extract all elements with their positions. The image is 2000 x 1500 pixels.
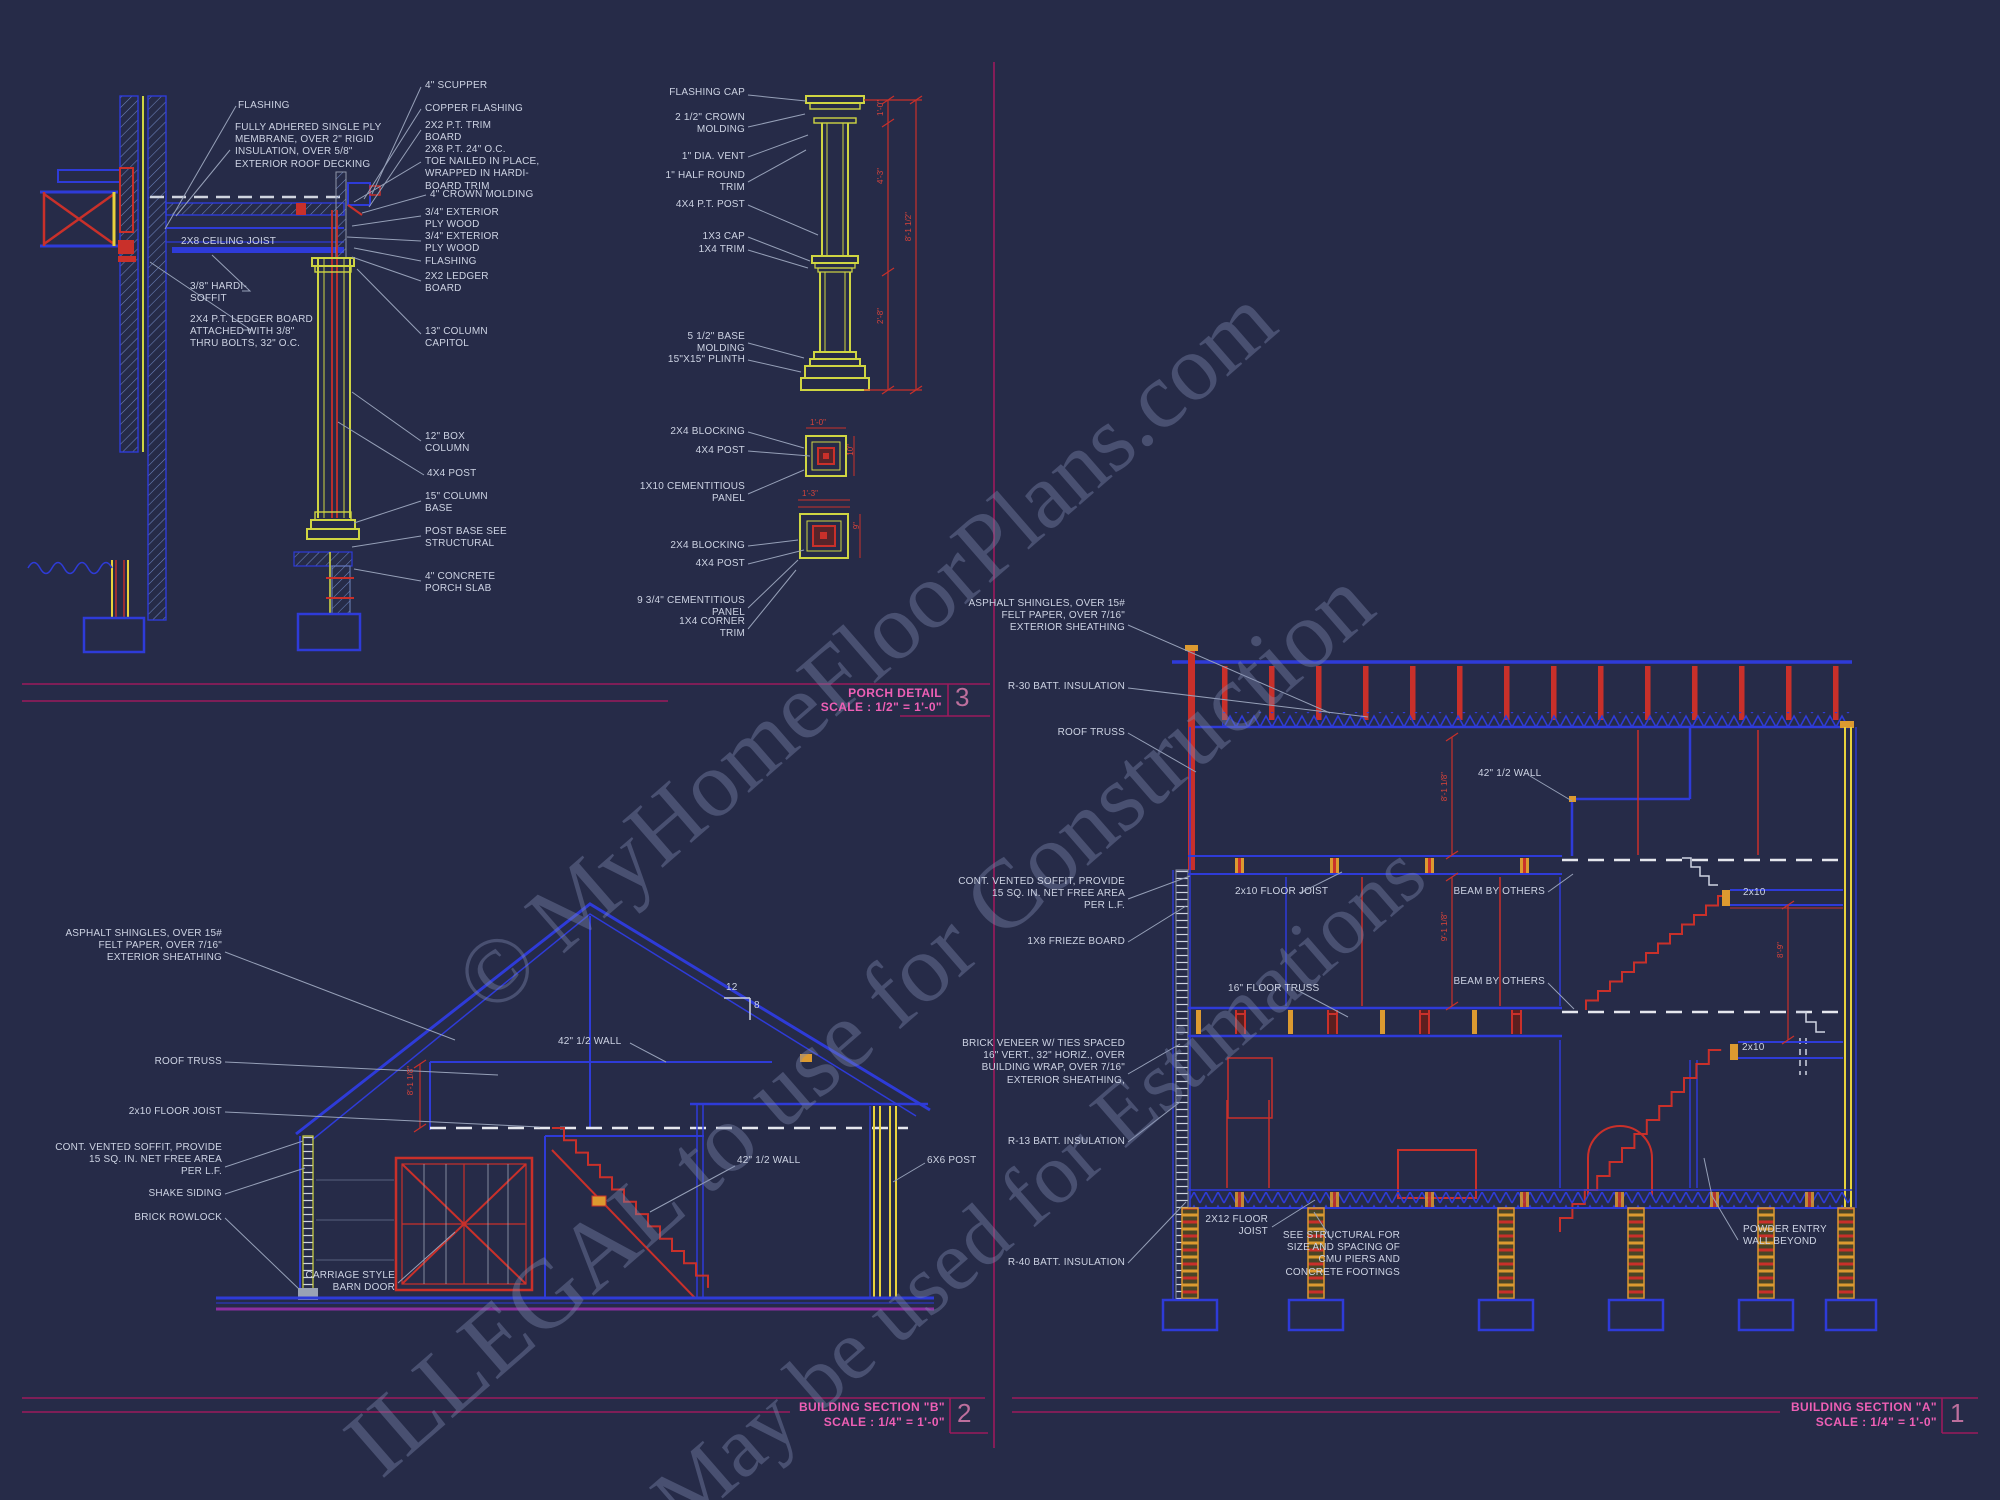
label-scupper: 4" SCUPPER — [425, 80, 488, 91]
label-a-roof-truss: ROOF TRUSS — [1057, 727, 1125, 738]
label-a-brick-veneer: BRICK VENEER W/ TIES SPACED 16" VERT., 3… — [962, 1038, 1125, 1086]
label-ceiling-joist: 2X8 CEILING JOIST — [181, 236, 277, 247]
building-section-b-drawing — [216, 902, 934, 1311]
label-a-half-wall: 42" 1/2 WALL — [1478, 768, 1542, 779]
label-concrete-slab: 4" CONCRETE PORCH SLAB — [425, 571, 496, 595]
dim-sq1-w: 1'-0" — [810, 418, 826, 427]
section-a-title: BUILDING SECTION "A" — [1790, 1400, 1937, 1414]
label-pt-ledger-board: 2X4 P.T. LEDGER BOARD ATTACHED WITH 3/8"… — [190, 314, 313, 350]
label-column-capitol: 13" COLUMN CAPITOL — [425, 326, 488, 350]
label-b-floor-joist: 2x10 FLOOR JOIST — [128, 1106, 222, 1117]
label-box-column: 12" BOX COLUMN — [425, 431, 470, 455]
label-a-2x12-floor-joist: 2X12 FLOOR JOIST — [1205, 1214, 1268, 1238]
dim-b-wall: 8'-1 1/8" — [406, 1066, 415, 1096]
section-a-number: 1 — [1950, 1398, 1965, 1428]
label-membrane: FULLY ADHERED SINGLE PLY MEMBRANE, OVER … — [235, 122, 382, 170]
label-b-roof-truss: ROOF TRUSS — [154, 1056, 222, 1067]
label-a-r40: R-40 BATT. INSULATION — [1007, 1257, 1125, 1268]
label-ext-plywood-1: 3/4" EXTERIOR PLY WOOD — [425, 207, 499, 231]
label-base-molding: 5 1/2" BASE MOLDING — [687, 331, 745, 355]
label-a-asphalt-shingles: ASPHALT SHINGLES, OVER 15# FELT PAPER, O… — [968, 598, 1125, 634]
label-4x4-post: 4X4 POST — [427, 468, 477, 479]
dim-sq2-h: 9" — [852, 522, 861, 530]
label-a-powder-entry: POWDER ENTRY WALL BEYOND — [1743, 1224, 1827, 1248]
label-a-see-structural: SEE STRUCTURAL FOR SIZE AND SPACING OF C… — [1282, 1230, 1400, 1278]
section-b-scale: SCALE : 1/4" = 1'-0" — [823, 1415, 945, 1429]
label-column-base: 15" COLUMN BASE — [425, 491, 488, 515]
label-b-pitch-run: 8 — [754, 1000, 760, 1011]
label-plinth: 15"X15" PLINTH — [667, 354, 745, 365]
section-b-number: 2 — [957, 1398, 972, 1428]
label-b-shake-siding: SHAKE SIDING — [148, 1188, 222, 1199]
label-1x3-cap: 1X3 CAP — [702, 231, 745, 242]
dim-col-2: 4'-3" — [876, 168, 885, 184]
label-b-half-wall-lower: 42" 1/2 WALL — [737, 1155, 801, 1166]
label-crown-molding: 4" CROWN MOLDING — [430, 189, 534, 200]
label-toe-nailed: 2X8 P.T. 24" O.C. TOE NAILED IN PLACE, W… — [425, 144, 540, 192]
section-a-scale: SCALE : 1/4" = 1'-0" — [1815, 1415, 1937, 1429]
dim-sq2-w: 1'-3" — [802, 489, 818, 498]
label-a-16-floor-truss: 16" FLOOR TRUSS — [1228, 983, 1320, 994]
label-b-vented-soffit: CONT. VENTED SOFFIT, PROVIDE 15 SQ. IN. … — [55, 1142, 222, 1178]
label-a-vented-soffit: CONT. VENTED SOFFIT, PROVIDE 15 SQ. IN. … — [958, 876, 1125, 912]
title-band-lines — [22, 62, 1978, 1448]
label-cementitious: 9 3/4" CEMENTITIOUS PANEL — [637, 595, 745, 619]
label-post-section-1: 4X4 POST — [695, 445, 745, 456]
label-1x10-panel: 1X10 CEMENTITIOUS PANEL — [639, 481, 745, 505]
label-ledger-board: 2X2 LEDGER BOARD — [425, 271, 489, 295]
label-1x4-trim: 1X4 TRIM — [698, 244, 745, 255]
label-a-beam-by-others-2: BEAM BY OTHERS — [1453, 976, 1545, 987]
label-hardi-soffit: 3/8" HARDI- SOFFIT — [190, 281, 247, 305]
column-elevation-drawing — [747, 94, 923, 630]
label-b-barn-door: CARRIAGE STYLE BARN DOOR — [305, 1270, 395, 1294]
label-post-section-2: 4X4 POST — [695, 558, 745, 569]
label-b-asphalt-shingles: ASPHALT SHINGLES, OVER 15# FELT PAPER, O… — [65, 928, 222, 964]
dim-a-2: 9'-1 1/8" — [1440, 912, 1449, 942]
label-b-6x6-post: 6X6 POST — [927, 1155, 977, 1166]
label-a-2x10-upper: 2x10 — [1743, 887, 1766, 898]
dim-a-1: 8'-1 1/8" — [1440, 772, 1449, 802]
dim-sq1-h: 10" — [846, 444, 855, 456]
dim-col-4: 8'-1 1/2" — [904, 212, 913, 242]
label-ext-plywood-2: 3/4" EXTERIOR PLY WOOD — [425, 231, 499, 255]
label-flashing-cap: FLASHING CAP — [669, 87, 745, 98]
label-crown-molding-25: 2 1/2" CROWN MOLDING — [675, 112, 745, 136]
label-dia-vent: 1" DIA. VENT — [681, 151, 745, 162]
label-b-pitch-rise: 12 — [726, 982, 738, 993]
label-blocking-2: 2X4 BLOCKING — [670, 540, 745, 551]
label-corner-trim: 1X4 CORNER TRIM — [679, 616, 745, 640]
porch-detail-drawing — [27, 86, 427, 654]
label-a-r13: R-13 BATT. INSULATION — [1007, 1136, 1125, 1147]
building-section-a-drawing — [1127, 624, 1878, 1332]
porch-detail-number: 3 — [955, 682, 970, 712]
section-b-title: BUILDING SECTION "B" — [798, 1400, 945, 1414]
label-a-2x10-floor-joist: 2x10 FLOOR JOIST — [1235, 886, 1329, 897]
dim-col-1: 1'-0" — [876, 100, 885, 116]
porch-detail-scale: SCALE : 1/2" = 1'-0" — [820, 700, 942, 714]
label-a-frieze-board: 1X8 FRIEZE BOARD — [1027, 936, 1125, 947]
label-a-beam-by-others-1: BEAM BY OTHERS — [1453, 886, 1545, 897]
label-half-round-trim: 1" HALF ROUND TRIM — [665, 170, 745, 194]
label-copper-flashing: COPPER FLASHING — [425, 103, 524, 114]
label-post-base: POST BASE SEE STRUCTURAL — [425, 526, 507, 550]
label-a-2x10-lower: 2x10 — [1742, 1042, 1765, 1053]
label-pt-post: 4X4 P.T. POST — [675, 199, 745, 210]
label-b-half-wall-upper: 42" 1/2 WALL — [558, 1036, 622, 1047]
label-trim-board: 2X2 P.T. TRIM BOARD — [425, 120, 492, 144]
dim-a-3: 8'-9" — [1776, 942, 1785, 958]
dim-col-3: 2'-8" — [876, 308, 885, 324]
label-flashing-roof: FLASHING — [238, 100, 290, 111]
porch-detail-title: PORCH DETAIL — [848, 686, 942, 700]
label-b-brick-rowlock: BRICK ROWLOCK — [134, 1212, 222, 1223]
label-blocking-1: 2X4 BLOCKING — [670, 426, 745, 437]
label-a-r30: R-30 BATT. INSULATION — [1007, 681, 1125, 692]
label-flashing-column: FLASHING — [425, 256, 477, 267]
